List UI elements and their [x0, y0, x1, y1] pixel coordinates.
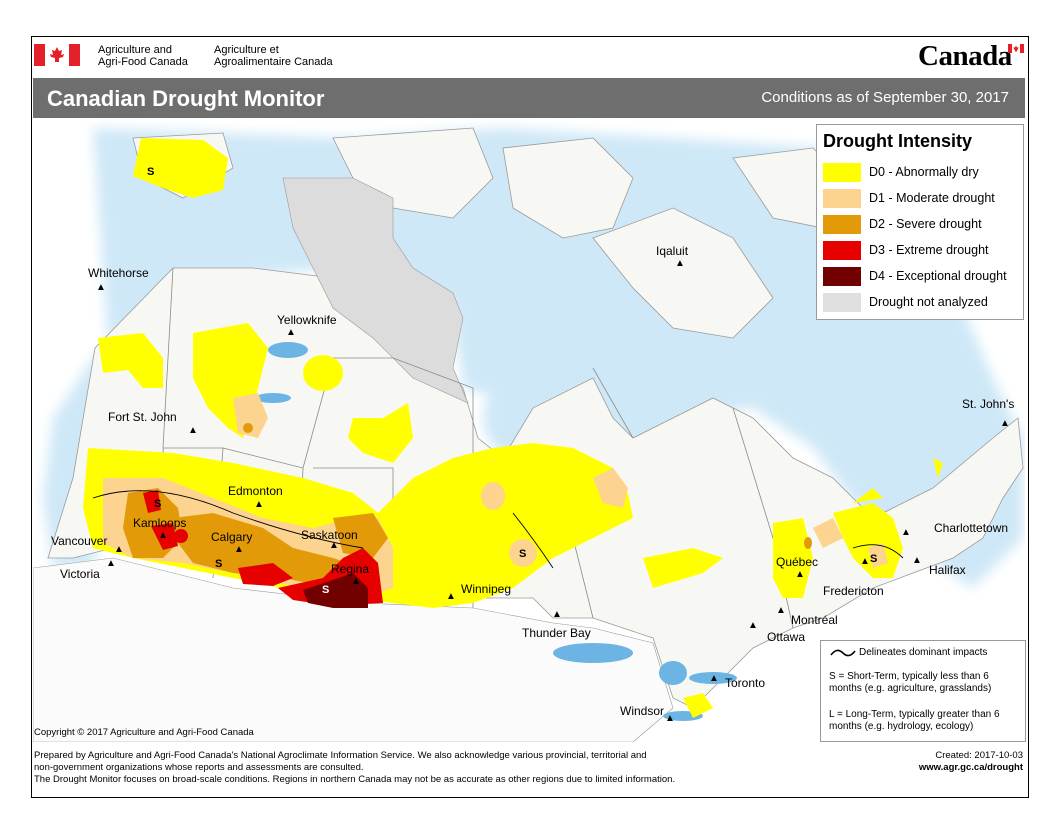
city-marker-icon: ▲: [748, 620, 758, 631]
legend-swatch: [823, 215, 861, 234]
impact-legend: Delineates dominant impacts S = Short-Te…: [820, 640, 1026, 742]
city-marker-icon: ▲: [286, 327, 296, 338]
city-marker-icon: ▲: [158, 530, 168, 541]
city-label-windsor: Windsor: [620, 704, 665, 718]
legend-swatch: [823, 163, 861, 182]
city-label-whitehorse: Whitehorse: [88, 266, 149, 280]
city-label-halifax: Halifax: [929, 563, 966, 577]
city-marker-icon: ▲: [96, 282, 106, 293]
footer-notes: Prepared by Agriculture and Agri-Food Ca…: [34, 750, 794, 786]
legend-label: Drought not analyzed: [869, 295, 988, 309]
city-marker-icon: ▲: [188, 425, 198, 436]
department-name-en-line2: Agri-Food Canada: [98, 56, 188, 68]
legend-swatch: [823, 267, 861, 286]
city-label-kamloops: Kamloops: [133, 516, 187, 530]
city-marker-icon: ▲: [329, 540, 339, 551]
created-info: Created: 2017-10-03 www.agr.gc.ca/drough…: [919, 750, 1023, 774]
city-marker-icon: ▲: [709, 673, 719, 684]
legend-title: Drought Intensity: [823, 131, 972, 151]
department-name-french: Agriculture et Agroalimentaire Canada: [214, 44, 333, 68]
legend-label: D1 - Moderate drought: [869, 191, 995, 205]
city-marker-icon: ▲: [675, 258, 685, 269]
footer-line: non-government organizations whose repor…: [34, 762, 364, 773]
impact-legend-short-term: S = Short-Term, typically less than 6 mo…: [829, 671, 992, 694]
city-marker-icon: ▲: [351, 576, 361, 587]
impact-symbol-short-term: S: [322, 584, 330, 596]
city-label-edmonton: Edmonton: [228, 484, 283, 498]
city-marker-icon: ▲: [912, 555, 922, 566]
city-label-calgary: Calgary: [211, 530, 253, 544]
not-analyzed-region: [282, 177, 469, 404]
city-marker-icon: ▲: [795, 569, 805, 580]
legend-label: D4 - Exceptional drought: [869, 269, 1007, 283]
footer-line: Prepared by Agriculture and Agri-Food Ca…: [34, 750, 647, 761]
city-marker-icon: ▲: [665, 713, 675, 724]
department-name-en-line1: Agriculture and: [98, 44, 172, 56]
title-bar: Canadian Drought Monitor Conditions as o…: [33, 78, 1025, 118]
department-name-fr-line1: Agriculture et: [214, 44, 279, 56]
city-label-thunder-bay: Thunder Bay: [522, 626, 591, 640]
city-label-fort-st-john: Fort St. John: [108, 410, 177, 424]
city-label-st-johns: St. John's: [962, 397, 1015, 411]
city-marker-icon: ▲: [860, 556, 870, 567]
impact-symbol-short-term: S: [870, 553, 878, 565]
impact-symbol-short-term: S: [215, 558, 223, 570]
city-label-montreal: Montréal: [791, 613, 838, 627]
city-label-victoria: Victoria: [60, 567, 100, 581]
copyright: Copyright © 2017 Agriculture and Agri-Fo…: [34, 727, 254, 738]
conditions-date: Conditions as of September 30, 2017: [761, 89, 1009, 106]
d4-exceptional-drought: [303, 573, 368, 608]
legend-swatch: [823, 189, 861, 208]
drought-url-link[interactable]: www.agr.gc.ca/drought: [918, 762, 1023, 773]
footer-line: The Drought Monitor focuses on broad-sca…: [34, 774, 676, 785]
city-marker-icon: ▲: [776, 605, 786, 616]
impact-symbol-short-term: S: [147, 166, 155, 178]
city-label-yellowknife: Yellowknife: [277, 313, 337, 327]
legend-label: D3 - Extreme drought: [869, 243, 989, 257]
city-label-ottawa: Ottawa: [767, 630, 806, 644]
city-marker-icon: ▲: [234, 544, 244, 555]
impact-boundaries: [92, 490, 904, 569]
city-label-saskatoon: Saskatoon: [301, 528, 358, 542]
city-label-fredericton: Fredericton: [823, 584, 884, 598]
impact-legend-delineates: Delineates dominant impacts: [859, 647, 988, 658]
canada-flag-icon: [34, 44, 80, 66]
city-marker-icon: ▲: [552, 609, 562, 620]
city-label-iqaluit: Iqaluit: [656, 244, 689, 258]
city-label-winnipeg: Winnipeg: [461, 582, 512, 596]
city-label-vancouver: Vancouver: [51, 534, 108, 548]
impact-symbol-short-term: S: [154, 498, 162, 510]
impact-boundary-curve-icon: [830, 649, 856, 657]
city-label-quebec: Québec: [776, 555, 819, 569]
impact-legend-long-term: L = Long-Term, typically greater than 6 …: [829, 709, 1000, 732]
created-date: Created: 2017-10-03: [935, 750, 1023, 761]
map-frame: [31, 36, 1029, 798]
city-marker-icon: ▲: [254, 499, 264, 510]
city-label-regina: Regina: [331, 562, 370, 576]
legend-swatch: [823, 241, 861, 260]
wordmark-flag-icon: [1008, 44, 1024, 53]
city-marker-icon: ▲: [106, 558, 116, 569]
city-marker-icon: ▲: [901, 527, 911, 538]
drought-intensity-legend: Drought Intensity D0 - Abnormally dry D1…: [816, 124, 1024, 320]
legend-label: D2 - Severe drought: [869, 217, 982, 231]
map-title: Canadian Drought Monitor: [47, 86, 325, 111]
city-marker-icon: ▲: [114, 544, 124, 555]
canada-wordmark: Canada: [918, 40, 1012, 72]
city-marker-icon: ▲: [446, 591, 456, 602]
department-name-fr-line2: Agroalimentaire Canada: [214, 56, 333, 68]
department-name-english: Agriculture and Agri-Food Canada: [98, 44, 188, 68]
impact-symbol-short-term: S: [519, 548, 527, 560]
city-label-charlottetown: Charlottetown: [934, 521, 1009, 535]
city-marker-icon: ▲: [1000, 418, 1010, 429]
city-label-toronto: Toronto: [725, 676, 766, 690]
legend-swatch: [823, 293, 861, 312]
legend-label: D0 - Abnormally dry: [869, 165, 979, 179]
